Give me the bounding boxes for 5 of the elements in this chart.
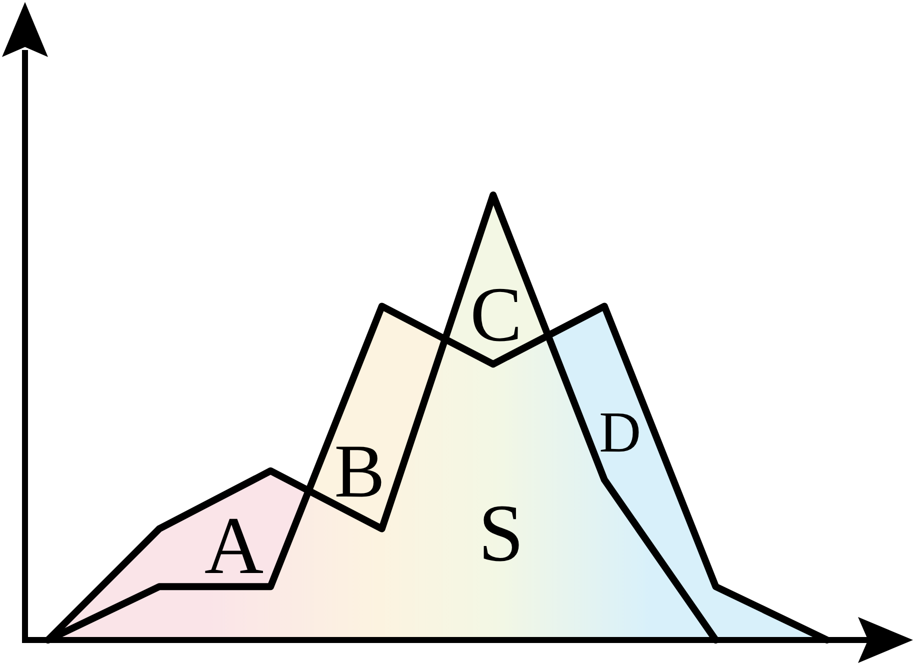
annotation: A xyxy=(204,500,264,591)
annotation: D xyxy=(599,399,642,464)
annotation: C xyxy=(470,270,522,358)
annotation: S xyxy=(478,488,524,579)
annotation: B xyxy=(334,429,385,514)
